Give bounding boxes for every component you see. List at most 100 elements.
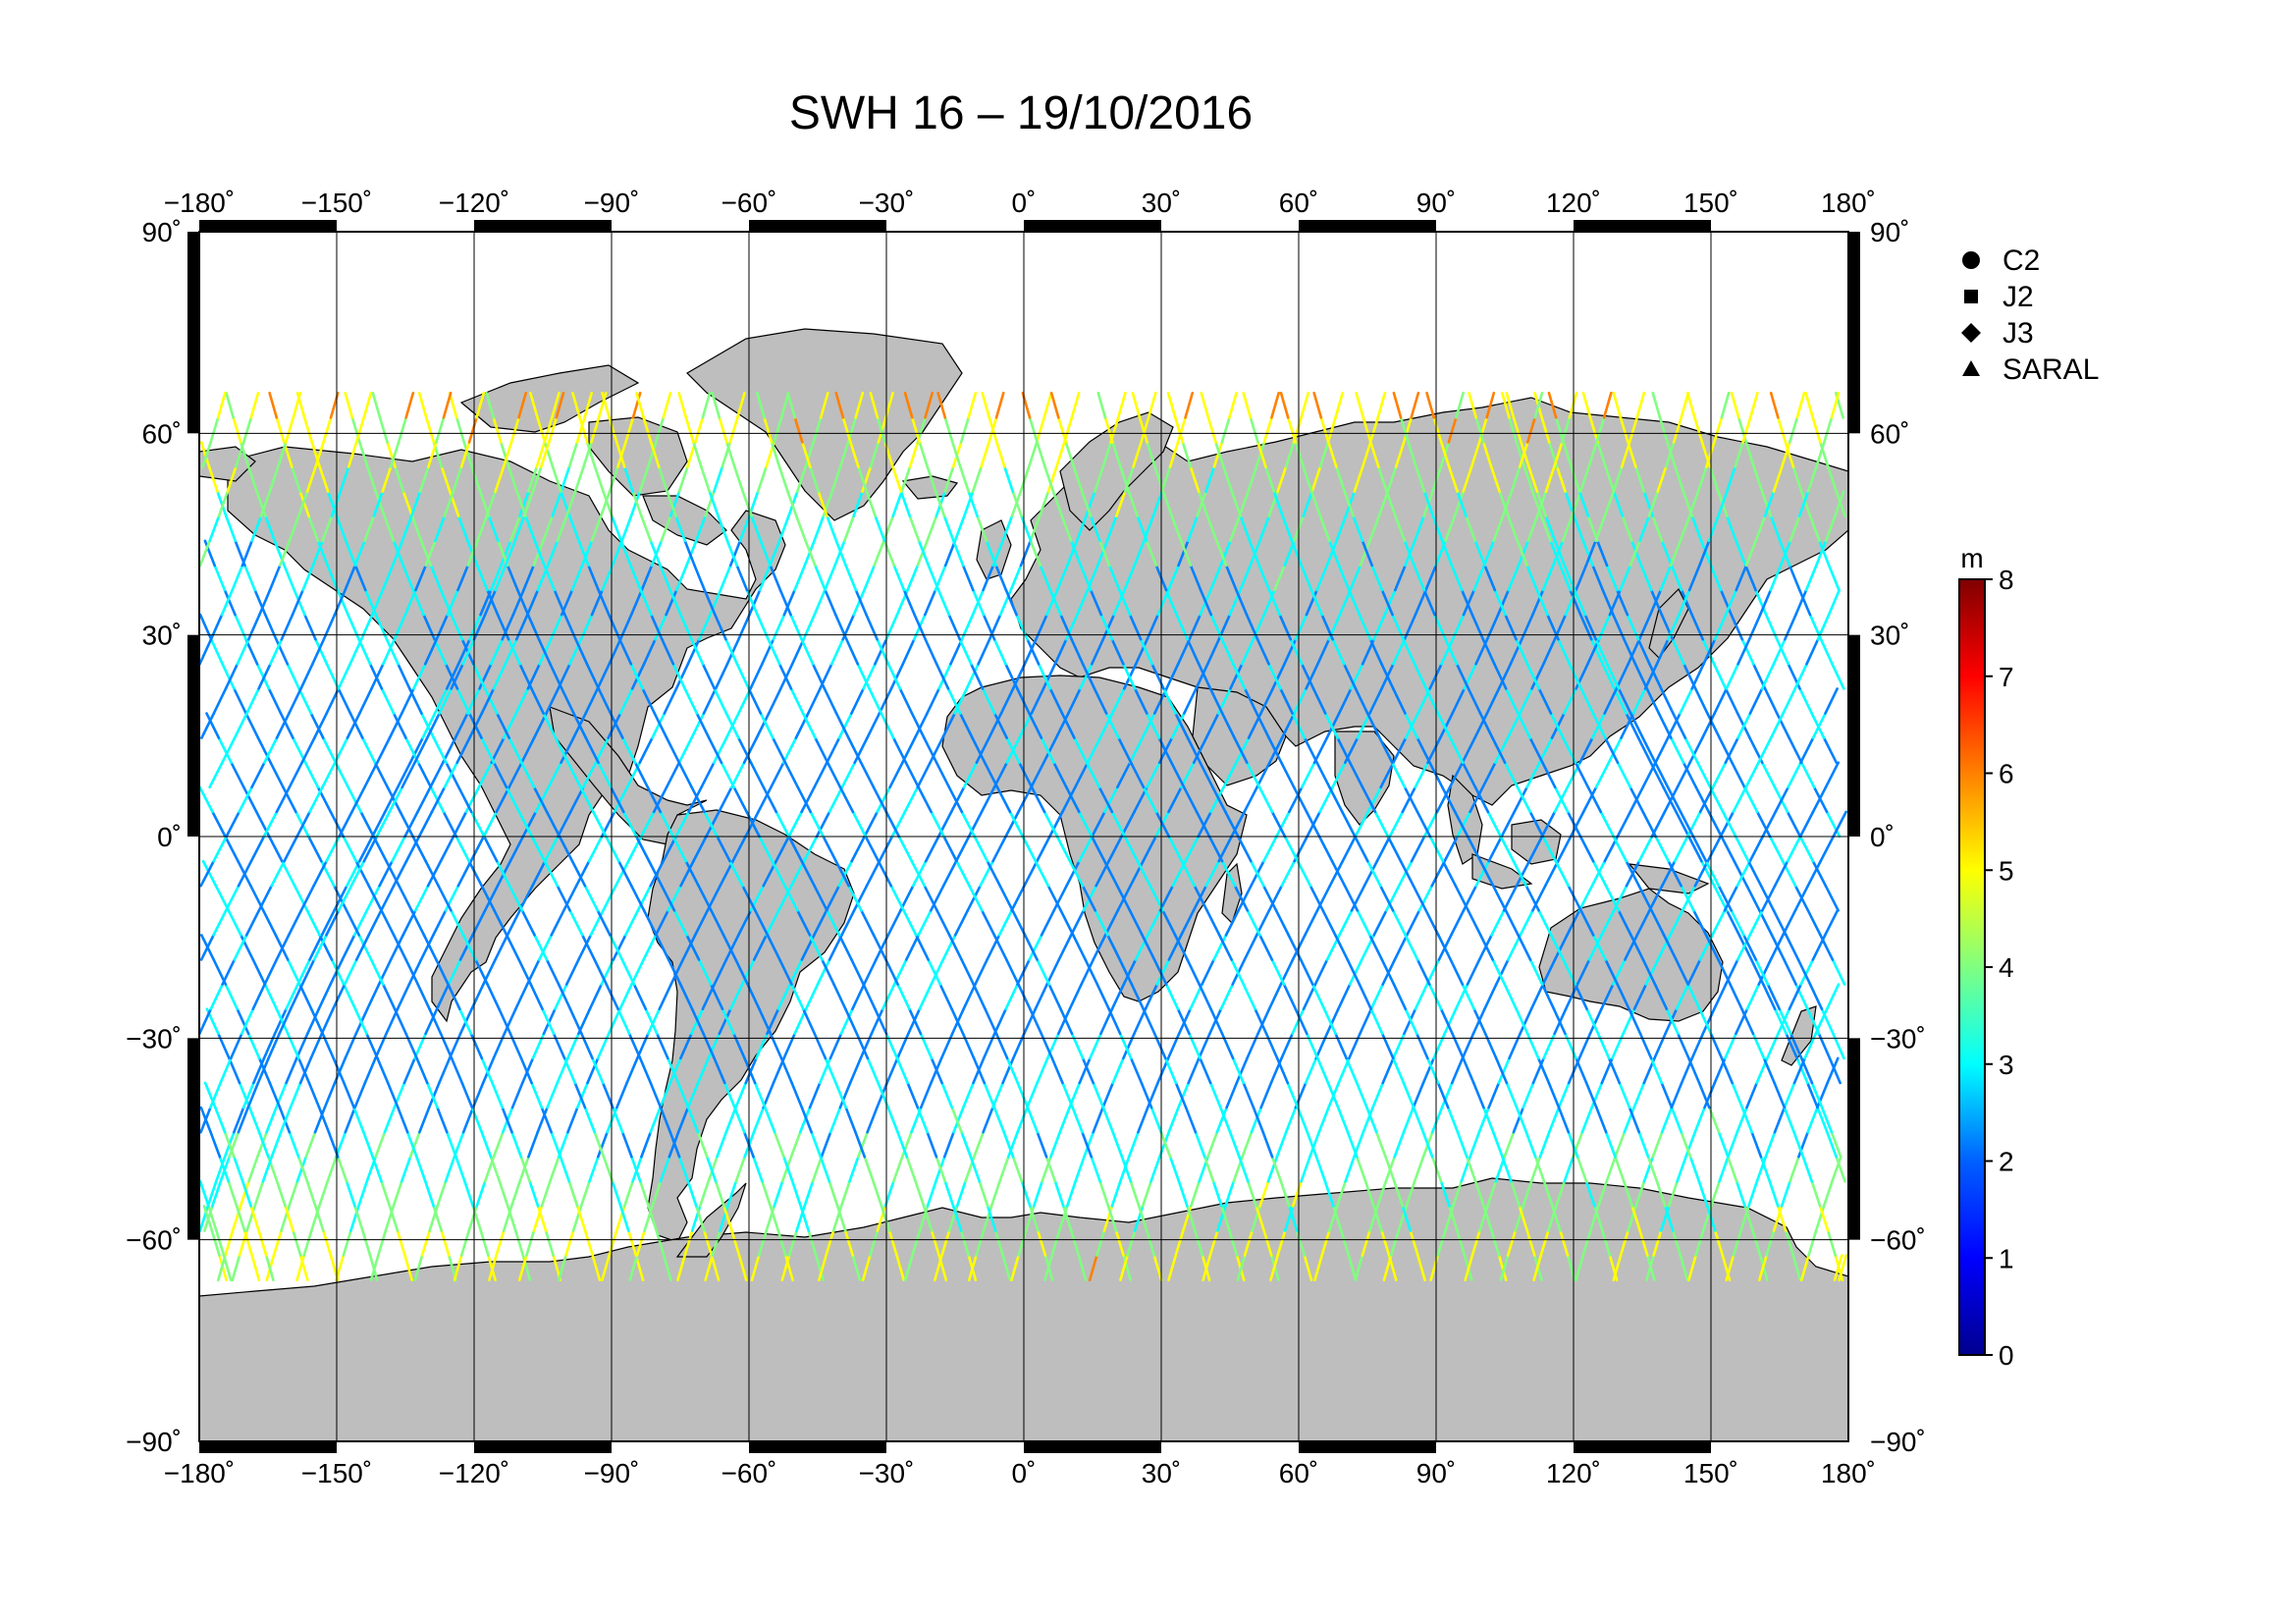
track-segment <box>1393 934 1409 961</box>
track-segment <box>363 761 379 789</box>
track-segment <box>1461 736 1476 765</box>
track-segment <box>1104 712 1120 739</box>
track-segment <box>1103 785 1119 814</box>
track-segment <box>575 1081 589 1109</box>
track-segment <box>1010 1254 1020 1282</box>
track-segment <box>716 1130 728 1159</box>
track-segment <box>305 1180 317 1208</box>
track-segment <box>774 810 791 839</box>
track-segment <box>471 1081 485 1109</box>
track-segment <box>288 1130 300 1159</box>
track-segment <box>1170 514 1183 543</box>
track-segment <box>1280 859 1296 888</box>
track-segment <box>424 1180 436 1208</box>
track-segment <box>480 884 496 912</box>
track-segment <box>427 1081 441 1109</box>
track-segment <box>1123 564 1136 592</box>
track-segment <box>397 1106 409 1134</box>
track-segment <box>492 663 507 690</box>
track-segment <box>314 441 325 468</box>
track-segment <box>952 1106 965 1134</box>
track-segment <box>1553 441 1564 468</box>
track-segment <box>611 1180 622 1208</box>
track-segment <box>575 1205 587 1232</box>
track-segment <box>1426 736 1442 765</box>
track-segment <box>1481 441 1493 468</box>
track-segment <box>1029 1205 1040 1232</box>
track-segment <box>233 934 248 961</box>
track-segment <box>1142 835 1157 863</box>
track-segment <box>1735 1180 1746 1208</box>
track-segment <box>1494 1056 1509 1085</box>
track-segment <box>764 1106 776 1134</box>
track-segment <box>1697 1081 1711 1109</box>
track-segment <box>1052 761 1068 789</box>
track-segment <box>1167 564 1180 592</box>
track-segment <box>389 934 404 961</box>
track-segment <box>1822 736 1839 765</box>
track-segment <box>1791 1254 1802 1282</box>
track-segment <box>1725 514 1737 543</box>
track-segment <box>597 761 613 789</box>
track-segment <box>1605 564 1619 592</box>
track-segment <box>554 736 569 765</box>
track-segment <box>1159 1130 1172 1159</box>
track-segment <box>647 859 664 888</box>
track-segment <box>1003 465 1015 493</box>
track-segment <box>1549 934 1565 961</box>
track-segment <box>536 1106 549 1134</box>
track-segment <box>1264 465 1276 493</box>
track-segment <box>493 908 508 937</box>
track-segment <box>1528 810 1545 839</box>
track-segment <box>1276 465 1288 493</box>
track-segment <box>275 785 292 814</box>
track-segment <box>927 958 942 986</box>
frame-bar-bottom <box>749 1441 886 1453</box>
track-segment <box>692 835 708 863</box>
lat-tick-label: 30˚ <box>142 621 182 651</box>
track-segment <box>332 1056 346 1085</box>
track-segment <box>478 663 493 690</box>
track-segment <box>1036 1130 1048 1159</box>
track-segment <box>1559 1229 1570 1257</box>
track-segment <box>861 1254 872 1282</box>
track-segment <box>695 1205 706 1232</box>
track-segment <box>454 1155 466 1183</box>
land-arctic-archipelago <box>459 364 640 433</box>
track-segment <box>1593 1205 1604 1232</box>
track-segment <box>1421 1130 1434 1159</box>
track-segment <box>930 1229 940 1257</box>
track-segment <box>498 1180 509 1208</box>
track-segment <box>638 465 650 493</box>
track-segment <box>1275 810 1291 839</box>
track-segment <box>344 1106 356 1134</box>
track-segment <box>1623 1180 1634 1208</box>
track-segment <box>1522 1180 1533 1208</box>
track-segment <box>1526 514 1539 543</box>
track-segment <box>1262 588 1276 617</box>
frame-bar-top <box>1299 220 1436 232</box>
track-segment <box>461 934 477 961</box>
track-segment <box>470 465 482 493</box>
track-segment <box>1751 1229 1762 1257</box>
track-segment <box>373 761 390 789</box>
track-segment <box>674 564 688 592</box>
track-segment <box>249 391 260 419</box>
track-segment <box>747 687 763 715</box>
track-segment <box>1170 761 1186 789</box>
track-segment <box>1052 884 1068 912</box>
track-segment <box>545 687 560 715</box>
track-segment <box>288 761 303 789</box>
track-segment <box>306 1007 321 1036</box>
track-segment <box>1048 810 1064 839</box>
track-segment <box>342 1229 352 1257</box>
track-segment <box>224 835 240 863</box>
track-segment <box>442 391 453 419</box>
track-segment <box>1469 441 1481 468</box>
track-segment <box>949 785 966 814</box>
track-segment <box>1085 490 1096 518</box>
track-segment <box>914 934 930 961</box>
track-segment <box>1245 761 1261 789</box>
track-segment <box>966 884 982 912</box>
